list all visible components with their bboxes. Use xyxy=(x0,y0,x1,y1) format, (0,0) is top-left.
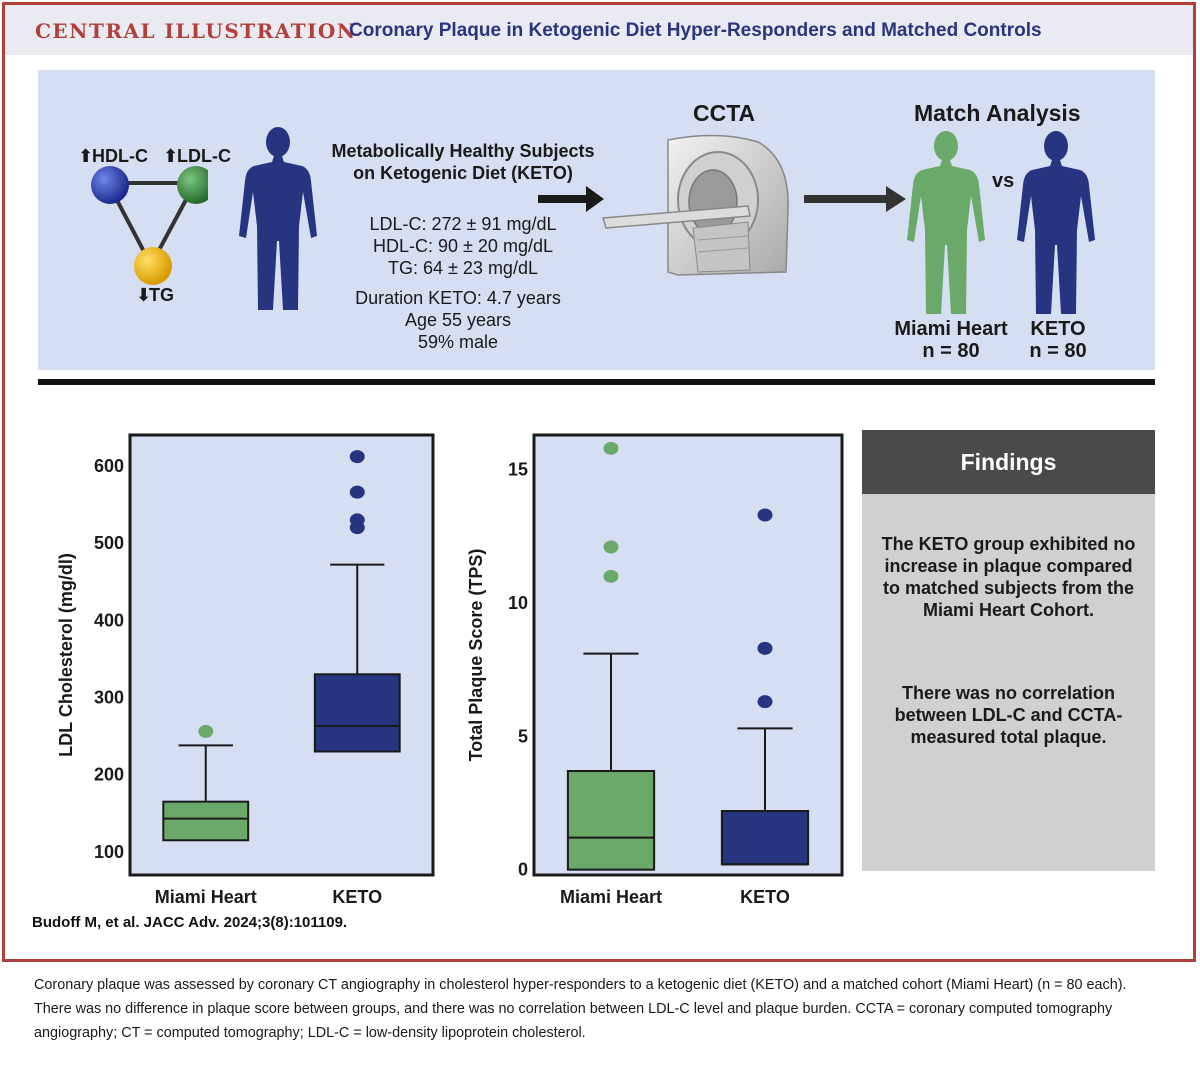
tps-outlier-point xyxy=(603,441,619,455)
header-title: Coronary Plaque in Ketogenic Diet Hyper-… xyxy=(349,20,1042,41)
hdl-up-arrow-icon: ⬆ xyxy=(78,146,94,166)
tps-y-tick-label: 0 xyxy=(518,860,528,880)
ldl-box-0 xyxy=(162,724,250,842)
keto-group-n: n = 80 xyxy=(1029,340,1087,362)
findings-paragraph-2: There was no correlation between LDL-C a… xyxy=(894,683,1123,747)
subjects-duration: Duration KETO: 4.7 years xyxy=(355,288,561,308)
ldl-label: LDL-C xyxy=(177,146,231,166)
ldl-boxplot-chart: 100 200 300 400 500 600 LDL Cholesterol (mg/d… xyxy=(56,433,435,907)
tps-x-category-label: Miami Heart xyxy=(560,887,662,907)
ldl-sphere xyxy=(177,166,208,204)
section-divider xyxy=(38,379,1155,385)
subjects-heading-line1: Metabolically Healthy Subjects xyxy=(331,141,595,161)
tps-outlier-point xyxy=(757,695,773,709)
tps-box-1 xyxy=(720,508,810,866)
arrow-right-icon xyxy=(804,186,906,212)
keto-subject-silhouette-icon xyxy=(239,127,317,310)
ldl-y-tick-label: 500 xyxy=(94,533,124,553)
findings-title: Findings xyxy=(862,430,1155,494)
findings-panel: Findings The KETO group exhibited no inc… xyxy=(862,430,1155,871)
subjects-ldl: LDL-C: 272 ± 91 mg/dL xyxy=(369,214,557,234)
tps-y-axis-label: Total Plaque Score (TPS) xyxy=(466,549,486,762)
findings-paragraph-1: The KETO group exhibited no increase in … xyxy=(881,534,1136,620)
study-overview-panel: ⬆ HDL-C ⬆ LDL-C ⬇ TG Metabolically Healt… xyxy=(38,70,1155,370)
ccta-label: CCTA xyxy=(693,100,756,126)
citation: Budoff M, et al. JACC Adv. 2024;3(8):101… xyxy=(32,914,348,931)
ldl-up-arrow-icon: ⬆ xyxy=(163,146,179,166)
keto-group-name: KETO xyxy=(1030,318,1086,340)
figure-caption: Coronary plaque was assessed by coronary… xyxy=(34,977,1127,1041)
ldl-y-axis-label: LDL Cholesterol (mg/dl) xyxy=(56,553,76,757)
tg-sphere xyxy=(134,247,172,285)
ldl-iqr-box xyxy=(162,800,250,842)
keto-match-silhouette-icon xyxy=(1017,131,1095,314)
ldl-outlier-point xyxy=(349,485,365,499)
ldl-x-category-label: Miami Heart xyxy=(155,887,257,907)
tps-outlier-point xyxy=(603,569,619,583)
ct-scanner-icon xyxy=(602,134,789,276)
subjects-hdl: HDL-C: 90 ± 20 mg/dL xyxy=(373,236,553,256)
tg-down-arrow-icon: ⬇ xyxy=(136,285,152,305)
tps-iqr-box xyxy=(566,770,656,871)
tps-box-0 xyxy=(566,441,656,871)
miami-heart-group-name: Miami Heart xyxy=(894,318,1008,340)
miami-heart-group-n: n = 80 xyxy=(922,340,980,362)
tps-y-tick-label: 15 xyxy=(508,460,528,480)
ldl-box-1 xyxy=(313,450,401,753)
miami-heart-silhouette-icon xyxy=(907,131,985,314)
ldl-y-tick-label: 100 xyxy=(94,842,124,862)
header-label: CENTRAL ILLUSTRATION xyxy=(35,19,357,43)
ldl-y-tick-label: 200 xyxy=(94,765,124,785)
tps-iqr-box xyxy=(720,810,810,866)
ldl-iqr-box xyxy=(313,673,401,753)
ldl-y-tick-label: 300 xyxy=(94,687,124,707)
tps-x-category-label: KETO xyxy=(740,887,790,907)
tps-boxplot-chart: 0 5 10 15 Total Plaque Score (TPS) Miami He… xyxy=(466,433,844,907)
subjects-male: 59% male xyxy=(417,332,499,352)
tps-outlier-point xyxy=(603,540,619,554)
tps-y-tick-label: 5 xyxy=(518,726,528,746)
ldl-y-tick-label: 600 xyxy=(94,456,124,476)
tps-outlier-point xyxy=(757,641,773,655)
vs-label: vs xyxy=(992,170,1015,192)
ldl-y-tick-label: 400 xyxy=(94,610,124,630)
ldl-outlier-point xyxy=(198,724,214,738)
subjects-heading-line2: on Ketogenic Diet (KETO) xyxy=(353,163,573,183)
header-bar: CENTRAL ILLUSTRATION Coronary Plaque in … xyxy=(5,5,1193,55)
hdl-sphere xyxy=(91,166,129,204)
ldl-outlier-point xyxy=(349,450,365,464)
subjects-tg: TG: 64 ± 23 mg/dL xyxy=(388,258,538,278)
arrow-right-icon xyxy=(538,186,604,212)
ldl-x-category-label: KETO xyxy=(332,887,382,907)
subjects-age: Age 55 years xyxy=(404,310,512,330)
tg-label: TG xyxy=(149,285,174,305)
hdl-label: HDL-C xyxy=(92,146,148,166)
match-analysis-title: Match Analysis xyxy=(914,100,1081,126)
tps-outlier-point xyxy=(757,508,773,522)
ldl-outlier-point xyxy=(349,513,365,527)
tps-y-tick-label: 10 xyxy=(508,593,528,613)
lipid-triangle-diagram xyxy=(91,166,208,285)
